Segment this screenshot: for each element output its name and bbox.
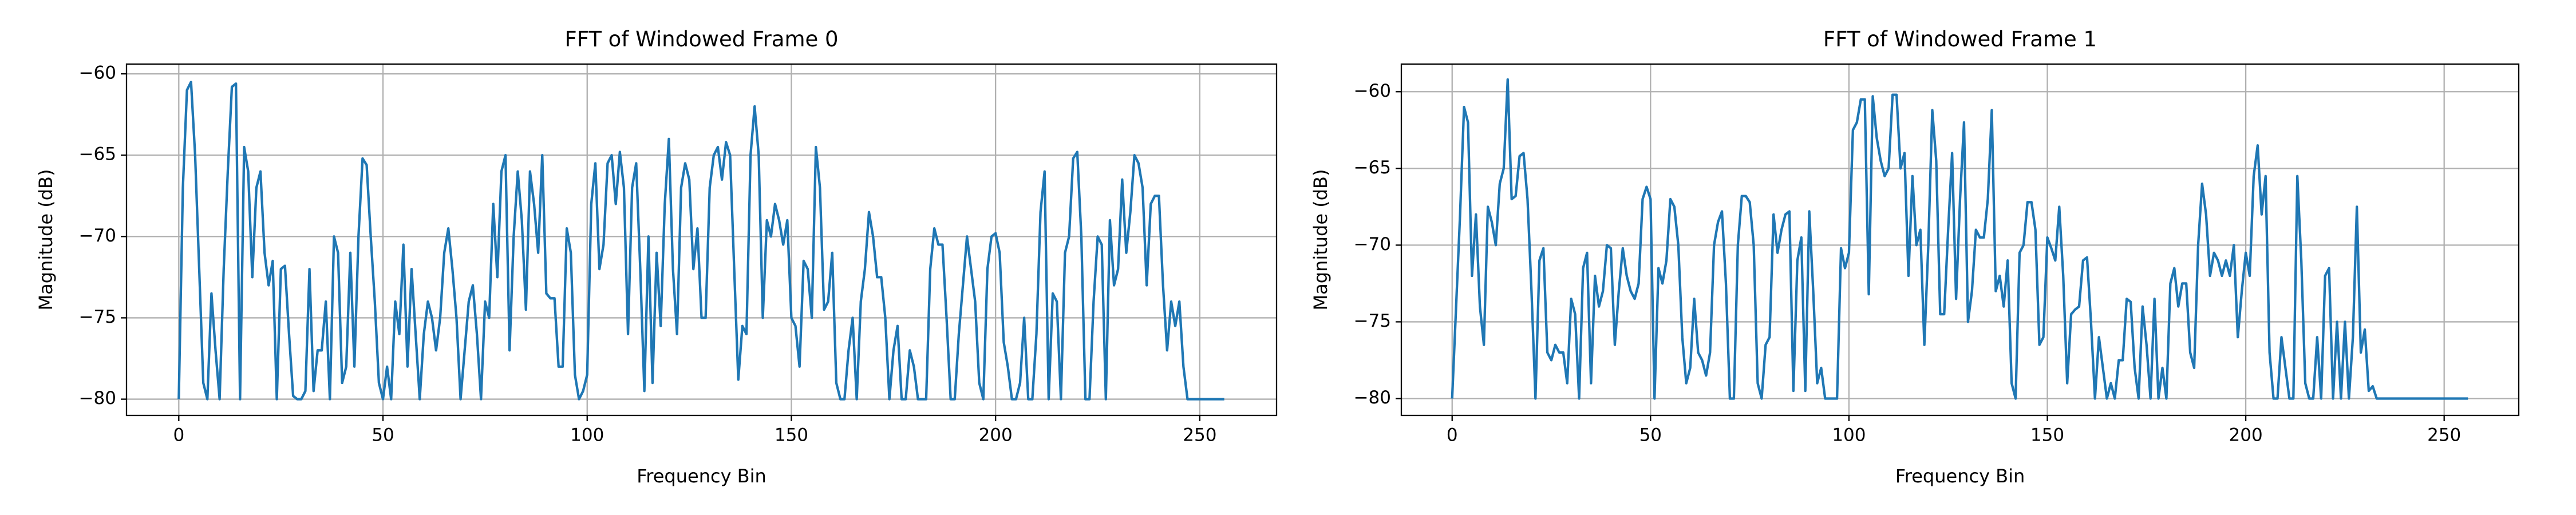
x-tick-label: 50 <box>372 425 394 446</box>
y-tick-label: −75 <box>1354 311 1391 331</box>
data-line <box>177 81 1224 401</box>
y-tick-label: −75 <box>79 307 116 327</box>
y-tick-label: −70 <box>79 225 116 246</box>
plot-frame <box>1400 63 2520 417</box>
chart: 0 50 100 150 200 250 −80 −75 −70 −65 −60 FFT of Win… <box>1310 27 2520 487</box>
x-tick-label: 0 <box>1447 425 1458 446</box>
x-tick-label: 0 <box>173 425 184 446</box>
y-tick-label: −60 <box>1354 81 1391 101</box>
y-tick-label: −80 <box>79 388 116 409</box>
x-tick-label: 200 <box>979 425 1013 446</box>
y-tick-label: −70 <box>1354 234 1391 255</box>
x-tick-label: 50 <box>1639 425 1662 446</box>
plot-frame <box>125 63 1278 417</box>
chart-title: FFT of Windowed Frame 1 <box>1823 27 2097 52</box>
x-tick-label: 100 <box>570 425 604 446</box>
y-tick-label: −80 <box>1354 387 1391 408</box>
x-tick-label: 200 <box>2229 425 2263 446</box>
data-line <box>1451 78 2468 400</box>
y-axis-label: Magnitude (dB) <box>1310 169 1332 311</box>
y-axis-label: Magnitude (dB) <box>35 169 57 311</box>
x-axis-label: Frequency Bin <box>637 465 767 487</box>
y-tick-label: −65 <box>1354 157 1391 178</box>
x-tick-label: 150 <box>2030 425 2064 446</box>
y-tick-label: −60 <box>79 63 116 84</box>
x-tick-label: 250 <box>2427 425 2461 446</box>
x-tick-label: 100 <box>1832 425 1866 446</box>
y-tick-label: −65 <box>79 144 116 165</box>
chart-title: FFT of Windowed Frame 0 <box>564 27 838 52</box>
x-axis-label: Frequency Bin <box>1895 465 2025 487</box>
x-tick-label: 250 <box>1183 425 1216 446</box>
x-tick-label: 150 <box>775 425 808 446</box>
chart: 0 50 100 150 200 250 −80 −75 −70 −65 −60 FFT of Win… <box>35 27 1278 487</box>
